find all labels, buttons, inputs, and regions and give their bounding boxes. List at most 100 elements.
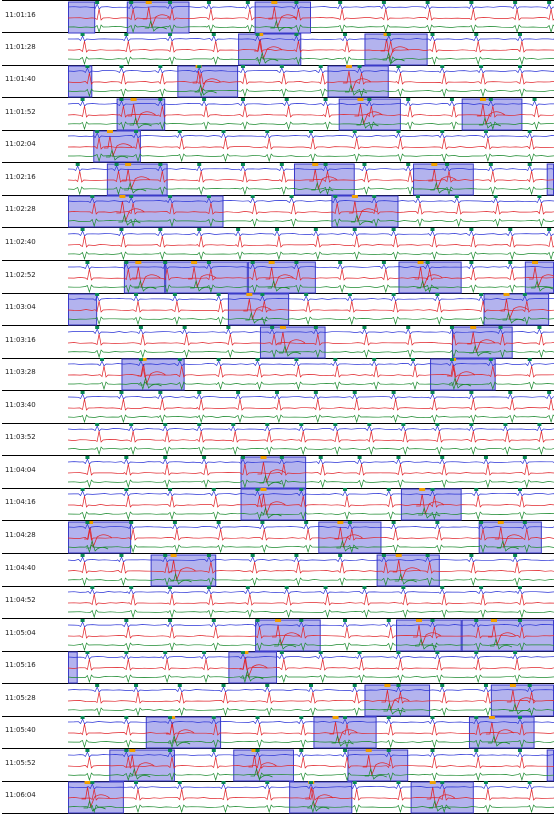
beat-marker-icon[interactable] bbox=[163, 423, 168, 427]
beat-marker-icon[interactable] bbox=[449, 97, 454, 101]
beat-marker-icon[interactable] bbox=[401, 423, 406, 427]
event-highlight-box[interactable] bbox=[398, 261, 462, 293]
ecg-waveform[interactable] bbox=[68, 586, 554, 619]
beat-marker-icon[interactable] bbox=[338, 553, 343, 557]
beat-marker-icon[interactable] bbox=[357, 65, 362, 69]
beat-marker-icon[interactable] bbox=[85, 651, 90, 655]
ecg-waveform[interactable] bbox=[68, 748, 554, 782]
beat-marker-icon[interactable] bbox=[309, 781, 313, 785]
event-marker-icon[interactable] bbox=[271, 1, 278, 4]
beat-marker-icon[interactable] bbox=[537, 195, 542, 199]
event-marker-icon[interactable] bbox=[106, 130, 113, 134]
event-marker-icon[interactable] bbox=[84, 781, 91, 785]
beat-marker-icon[interactable] bbox=[211, 618, 216, 622]
ecg-waveform[interactable] bbox=[68, 651, 554, 684]
beat-marker-icon[interactable] bbox=[532, 97, 537, 101]
beat-marker-icon[interactable] bbox=[386, 618, 391, 622]
beat-marker-icon[interactable] bbox=[386, 748, 391, 752]
beat-marker-icon[interactable] bbox=[226, 325, 231, 329]
beat-marker-icon[interactable] bbox=[333, 423, 338, 427]
beat-marker-icon[interactable] bbox=[430, 390, 435, 394]
beat-marker-icon[interactable] bbox=[168, 32, 173, 36]
event-marker-icon[interactable] bbox=[337, 521, 344, 524]
beat-marker-icon[interactable] bbox=[313, 325, 318, 329]
beat-marker-icon[interactable] bbox=[80, 618, 85, 622]
event-marker-icon[interactable] bbox=[488, 716, 495, 720]
event-marker-icon[interactable] bbox=[246, 293, 253, 296]
beat-marker-icon[interactable] bbox=[114, 162, 119, 166]
event-highlight-box[interactable] bbox=[68, 65, 93, 98]
event-marker-icon[interactable] bbox=[383, 32, 390, 36]
beat-marker-icon[interactable] bbox=[294, 260, 299, 264]
beat-marker-icon[interactable] bbox=[435, 651, 440, 655]
beat-marker-icon[interactable] bbox=[206, 195, 211, 199]
beat-marker-icon[interactable] bbox=[85, 455, 90, 459]
beat-marker-icon[interactable] bbox=[265, 423, 270, 427]
beat-marker-icon[interactable] bbox=[124, 716, 129, 720]
ecg-strip-row[interactable]: 11:05:16 bbox=[2, 651, 554, 685]
beat-marker-icon[interactable] bbox=[527, 781, 532, 785]
beat-marker-icon[interactable] bbox=[343, 716, 348, 720]
beat-marker-icon[interactable] bbox=[299, 716, 304, 720]
ecg-strip-row[interactable]: 11:01:28 bbox=[2, 32, 554, 66]
beat-marker-icon[interactable] bbox=[134, 130, 139, 134]
beat-marker-icon[interactable] bbox=[479, 293, 484, 296]
beat-marker-icon[interactable] bbox=[454, 195, 459, 199]
beat-marker-icon[interactable] bbox=[265, 781, 270, 785]
event-marker-icon[interactable] bbox=[191, 260, 198, 264]
event-marker-icon[interactable] bbox=[345, 65, 352, 69]
beat-marker-icon[interactable] bbox=[202, 455, 207, 459]
event-marker-icon[interactable] bbox=[119, 195, 126, 199]
beat-marker-icon[interactable] bbox=[440, 586, 445, 590]
beat-marker-icon[interactable] bbox=[211, 748, 216, 752]
beat-marker-icon[interactable] bbox=[90, 586, 95, 590]
event-marker-icon[interactable] bbox=[384, 683, 391, 687]
event-marker-icon[interactable] bbox=[130, 97, 137, 101]
beat-marker-icon[interactable] bbox=[289, 195, 294, 199]
beat-marker-icon[interactable] bbox=[95, 293, 100, 296]
event-marker-icon[interactable] bbox=[257, 32, 264, 36]
ecg-strip-row[interactable]: 11:03:40 bbox=[2, 390, 554, 424]
beat-marker-icon[interactable] bbox=[425, 553, 430, 557]
beat-marker-icon[interactable] bbox=[134, 293, 139, 296]
beat-marker-icon[interactable] bbox=[483, 781, 488, 785]
event-marker-icon[interactable] bbox=[417, 260, 424, 264]
beat-marker-icon[interactable] bbox=[163, 651, 168, 655]
beat-marker-icon[interactable] bbox=[469, 260, 474, 264]
beat-marker-icon[interactable] bbox=[80, 488, 85, 492]
beat-marker-icon[interactable] bbox=[391, 227, 396, 231]
ecg-strip-row[interactable]: 11:02:04 bbox=[2, 130, 554, 164]
beat-marker-icon[interactable] bbox=[430, 618, 435, 622]
beat-marker-icon[interactable] bbox=[245, 586, 250, 590]
beat-marker-icon[interactable] bbox=[119, 65, 124, 69]
beat-marker-icon[interactable] bbox=[488, 162, 493, 166]
beat-marker-icon[interactable] bbox=[435, 293, 440, 296]
beat-marker-icon[interactable] bbox=[479, 65, 484, 69]
beat-marker-icon[interactable] bbox=[134, 683, 139, 687]
beat-marker-icon[interactable] bbox=[85, 260, 90, 264]
beat-marker-icon[interactable] bbox=[343, 488, 348, 492]
beat-marker-icon[interactable] bbox=[197, 162, 202, 166]
beat-marker-icon[interactable] bbox=[469, 390, 474, 394]
event-marker-icon[interactable] bbox=[87, 521, 94, 524]
event-marker-icon[interactable] bbox=[431, 162, 438, 166]
beat-marker-icon[interactable] bbox=[197, 65, 202, 69]
beat-marker-icon[interactable] bbox=[513, 1, 518, 4]
beat-marker-icon[interactable] bbox=[294, 358, 299, 362]
beat-marker-icon[interactable] bbox=[440, 455, 445, 459]
beat-marker-icon[interactable] bbox=[517, 65, 522, 69]
beat-marker-icon[interactable] bbox=[168, 716, 173, 720]
beat-marker-icon[interactable] bbox=[483, 455, 488, 459]
event-marker-icon[interactable] bbox=[479, 97, 486, 101]
beat-marker-icon[interactable] bbox=[304, 521, 309, 524]
beat-marker-icon[interactable] bbox=[255, 32, 260, 36]
event-marker-icon[interactable] bbox=[395, 553, 402, 557]
ecg-waveform[interactable] bbox=[68, 32, 554, 66]
beat-marker-icon[interactable] bbox=[255, 358, 260, 362]
beat-marker-icon[interactable] bbox=[279, 455, 284, 459]
ecg-waveform[interactable] bbox=[68, 130, 554, 163]
ecg-strip-row[interactable]: 11:05:40 bbox=[2, 716, 554, 750]
beat-marker-icon[interactable] bbox=[357, 651, 362, 655]
beat-marker-icon[interactable] bbox=[255, 618, 260, 622]
